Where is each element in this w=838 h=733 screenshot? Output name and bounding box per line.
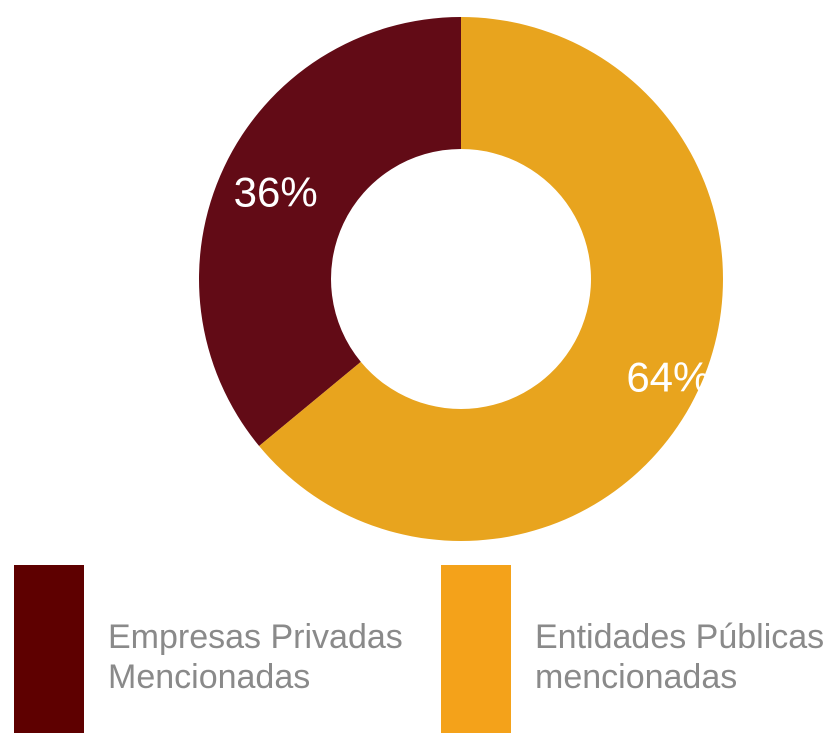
donut-chart: 36% 64% bbox=[199, 17, 723, 542]
chart-legend: Empresas Privadas Mencionadas Entidades … bbox=[0, 565, 838, 733]
legend-swatch-entidades-publicas bbox=[441, 565, 511, 733]
slice-entidades-publicas bbox=[259, 17, 723, 542]
donut-labels: 36% 64% bbox=[234, 169, 711, 401]
label-empresas-privadas: 36% bbox=[234, 169, 318, 216]
legend-label-empresas-privadas: Empresas Privadas Mencionadas bbox=[108, 618, 403, 696]
legend-label-entidades-publicas: Entidades Públicas mencionadas bbox=[535, 618, 825, 696]
slice-empresas-privadas bbox=[199, 17, 462, 447]
label-entidades-publicas: 64% bbox=[626, 354, 710, 401]
legend-swatch-empresas-privadas bbox=[14, 565, 84, 733]
donut-slices bbox=[199, 17, 723, 542]
